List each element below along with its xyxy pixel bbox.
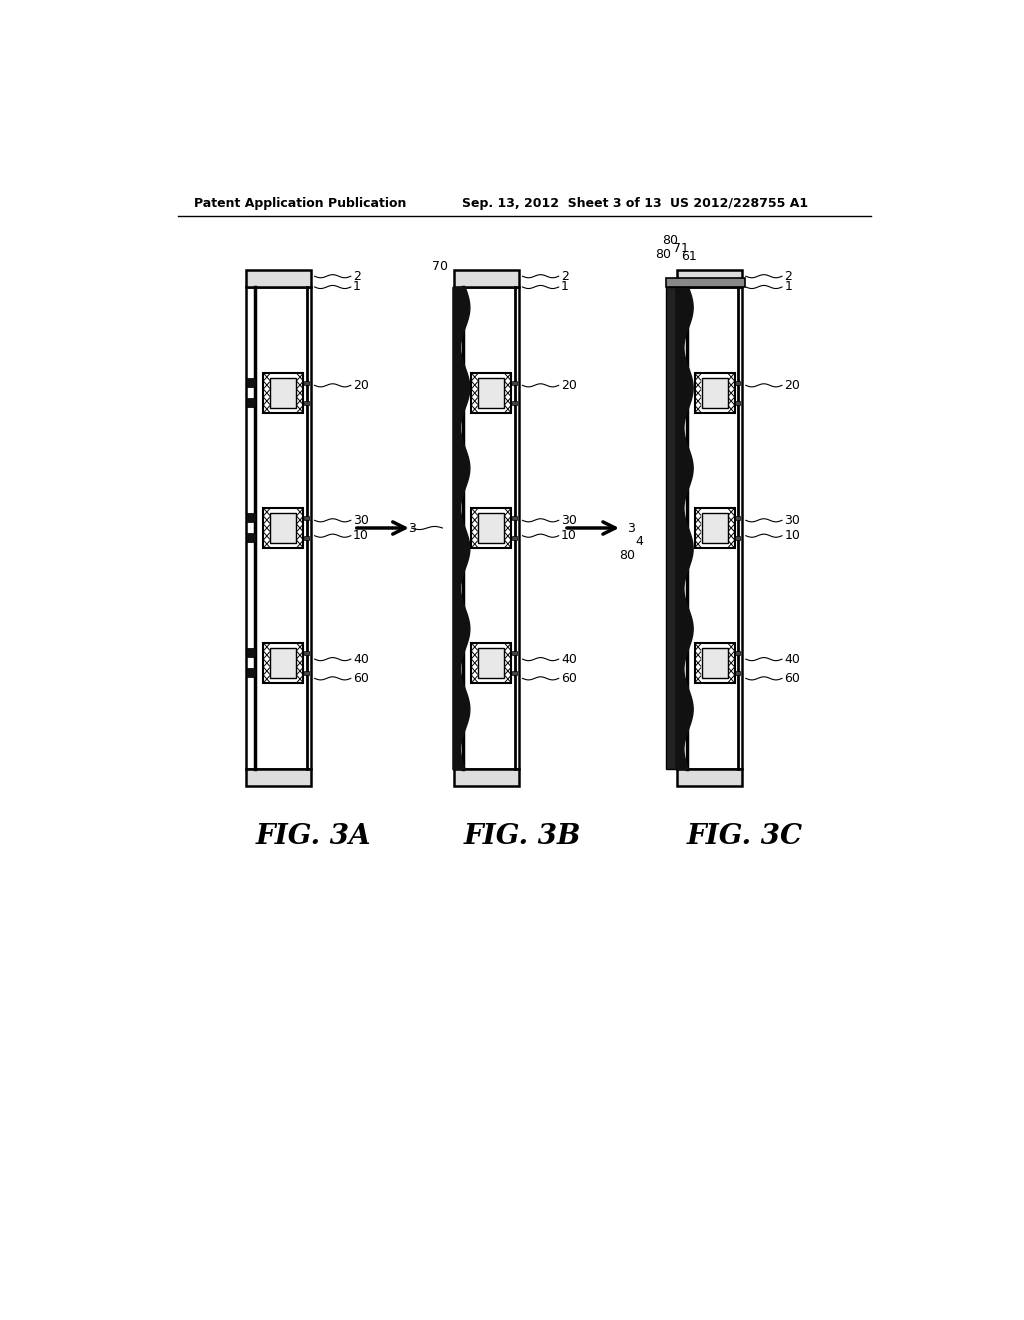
Bar (246, 271, 310, 286)
Text: FIG. 3B: FIG. 3B (463, 822, 581, 850)
Bar (478, 378, 505, 408)
FancyBboxPatch shape (247, 533, 256, 543)
Bar (512, 536, 517, 540)
Text: 10: 10 (784, 529, 800, 543)
Bar (471, 508, 511, 548)
Text: 30: 30 (353, 513, 369, 527)
Text: 2: 2 (353, 269, 361, 282)
FancyBboxPatch shape (247, 379, 256, 388)
Text: 10: 10 (353, 529, 369, 543)
Bar (263, 643, 303, 682)
Bar (512, 401, 517, 405)
Bar (694, 374, 734, 413)
Bar (512, 651, 517, 655)
Bar (270, 648, 297, 678)
Bar (667, 277, 745, 286)
Text: 30: 30 (561, 513, 577, 527)
Bar (701, 378, 728, 408)
Bar (677, 271, 742, 286)
FancyBboxPatch shape (247, 668, 256, 677)
Text: Patent Application Publication: Patent Application Publication (194, 197, 407, 210)
Text: 61: 61 (681, 249, 697, 263)
Bar (304, 536, 309, 540)
Bar (246, 286, 310, 770)
Bar (264, 374, 269, 412)
Text: 1: 1 (561, 280, 569, 293)
Text: 2: 2 (561, 269, 569, 282)
Text: 40: 40 (561, 652, 577, 665)
Text: FIG. 3A: FIG. 3A (255, 822, 371, 850)
Bar (735, 536, 740, 540)
Text: 20: 20 (353, 379, 369, 392)
Bar (694, 508, 734, 548)
Text: Sep. 13, 2012  Sheet 3 of 13: Sep. 13, 2012 Sheet 3 of 13 (462, 197, 662, 210)
Text: 40: 40 (353, 652, 369, 665)
Bar (512, 516, 517, 520)
Text: 60: 60 (353, 672, 369, 685)
Bar (512, 671, 517, 676)
Bar (735, 651, 740, 655)
Bar (735, 516, 740, 520)
Bar (454, 271, 518, 286)
Bar (304, 380, 309, 385)
Bar (512, 380, 517, 385)
Text: 80: 80 (662, 234, 678, 247)
FancyBboxPatch shape (247, 513, 256, 523)
FancyBboxPatch shape (247, 399, 256, 408)
Bar (677, 286, 742, 770)
Bar (694, 643, 734, 682)
Text: 40: 40 (784, 652, 800, 665)
FancyBboxPatch shape (247, 648, 256, 657)
Text: 1: 1 (784, 280, 793, 293)
Text: 80: 80 (655, 248, 672, 261)
Bar (667, 286, 676, 770)
Bar (478, 512, 505, 544)
Bar (735, 380, 740, 385)
Text: FIG. 3C: FIG. 3C (686, 822, 803, 850)
Bar (304, 651, 309, 655)
Bar (304, 671, 309, 676)
Text: 60: 60 (561, 672, 577, 685)
Text: 30: 30 (784, 513, 800, 527)
Bar (304, 401, 309, 405)
Bar (263, 374, 303, 413)
Text: 20: 20 (561, 379, 577, 392)
Bar (454, 770, 518, 785)
Text: 3: 3 (408, 521, 416, 535)
Bar (263, 508, 303, 548)
Text: US 2012/228755 A1: US 2012/228755 A1 (670, 197, 808, 210)
Bar (454, 286, 518, 770)
Text: 10: 10 (561, 529, 577, 543)
Bar (471, 374, 511, 413)
Text: 2: 2 (784, 269, 793, 282)
Bar (246, 770, 310, 785)
Bar (471, 643, 511, 682)
Text: 71: 71 (674, 242, 689, 255)
Bar (270, 512, 297, 544)
Bar (735, 401, 740, 405)
Bar (701, 648, 728, 678)
Text: 3: 3 (628, 521, 635, 535)
Bar (270, 378, 297, 408)
Text: 80: 80 (620, 549, 636, 562)
Text: 70: 70 (432, 260, 449, 273)
Text: 1: 1 (353, 280, 361, 293)
Bar (735, 671, 740, 676)
Bar (304, 516, 309, 520)
Text: 4: 4 (635, 536, 643, 548)
Text: 20: 20 (784, 379, 800, 392)
Bar (701, 512, 728, 544)
Bar (264, 644, 269, 682)
Bar (478, 648, 505, 678)
Bar (677, 770, 742, 785)
Text: 60: 60 (784, 672, 800, 685)
Bar (264, 508, 269, 548)
